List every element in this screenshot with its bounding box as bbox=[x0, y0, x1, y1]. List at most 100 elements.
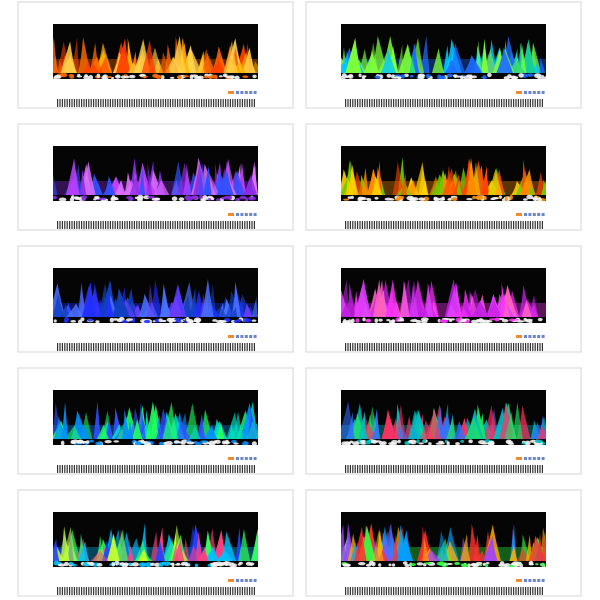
vent-slot bbox=[244, 465, 246, 473]
vent-slot bbox=[109, 221, 111, 229]
flame bbox=[215, 424, 225, 439]
vent-slot bbox=[64, 465, 66, 473]
flame bbox=[129, 173, 141, 195]
vent-slot bbox=[64, 343, 66, 351]
vent-slot bbox=[474, 221, 476, 229]
vent-slot bbox=[57, 221, 59, 229]
vent bbox=[57, 587, 255, 595]
vent-slot bbox=[126, 587, 128, 595]
vent-slot bbox=[71, 343, 73, 351]
crystal bbox=[197, 75, 204, 79]
vent-slot bbox=[491, 587, 493, 595]
crystal bbox=[537, 76, 541, 79]
indicator-dot bbox=[244, 213, 248, 216]
vent-slot bbox=[121, 99, 123, 107]
vent-slot bbox=[522, 587, 524, 595]
vent-slot bbox=[100, 465, 102, 473]
vent-slot bbox=[114, 99, 116, 107]
vent-slot bbox=[241, 587, 243, 595]
vent-slot bbox=[148, 465, 150, 473]
vent-slot bbox=[177, 99, 179, 107]
vent-slot bbox=[421, 587, 423, 595]
flame bbox=[424, 282, 434, 317]
crystal bbox=[423, 562, 432, 565]
vent-slot bbox=[83, 343, 85, 351]
vent-slot bbox=[251, 99, 253, 107]
vent-slot bbox=[208, 465, 210, 473]
vent-slot bbox=[501, 587, 503, 595]
indicator-dot bbox=[240, 579, 244, 582]
vent-slot bbox=[186, 343, 188, 351]
vent-slot bbox=[477, 99, 479, 107]
vent-slot bbox=[539, 99, 541, 107]
crystal bbox=[189, 74, 194, 79]
flame bbox=[396, 537, 414, 561]
flame bbox=[392, 161, 404, 195]
flame bbox=[141, 40, 157, 73]
vent-slot bbox=[131, 99, 133, 107]
vent-slot bbox=[378, 465, 380, 473]
crystal bbox=[367, 198, 372, 201]
vent-slot bbox=[160, 587, 162, 595]
vent-slot bbox=[237, 587, 239, 595]
vent-slot bbox=[237, 221, 239, 229]
flame bbox=[230, 306, 238, 317]
vent-slot bbox=[474, 465, 476, 473]
vent-slot bbox=[438, 99, 440, 107]
vent-slot bbox=[388, 343, 390, 351]
crystal bbox=[169, 76, 175, 79]
fireplace bbox=[17, 245, 294, 353]
vent-slot bbox=[469, 587, 471, 595]
vent-slot bbox=[460, 343, 462, 351]
vent-slot bbox=[172, 221, 174, 229]
vent-slot bbox=[505, 465, 507, 473]
vent bbox=[57, 465, 255, 473]
flame bbox=[116, 38, 131, 73]
vent-slot bbox=[85, 221, 87, 229]
vent-slot bbox=[102, 99, 104, 107]
vent-slot bbox=[445, 465, 447, 473]
flame bbox=[528, 535, 546, 561]
vent-slot bbox=[515, 465, 517, 473]
fireplace bbox=[17, 123, 294, 231]
indicator-dot bbox=[236, 457, 239, 460]
vent-slot bbox=[90, 465, 92, 473]
vent-slot bbox=[217, 343, 219, 351]
flame bbox=[420, 35, 430, 73]
vent-slot bbox=[443, 465, 445, 473]
vent-slot bbox=[239, 99, 241, 107]
flame bbox=[155, 540, 166, 561]
flame bbox=[61, 401, 69, 439]
vent-slot bbox=[527, 465, 529, 473]
vent-slot bbox=[457, 99, 459, 107]
vent-slot bbox=[246, 465, 248, 473]
vent-slot bbox=[414, 221, 416, 229]
vent-slot bbox=[515, 99, 517, 107]
crystal bbox=[529, 439, 537, 443]
crystal bbox=[388, 563, 392, 567]
crystal bbox=[245, 197, 249, 201]
vent-slot bbox=[102, 221, 104, 229]
vent-slot bbox=[436, 221, 438, 229]
vent-slot bbox=[119, 221, 121, 229]
vent-slot bbox=[486, 343, 488, 351]
vent-slot bbox=[352, 221, 354, 229]
indicator-dot bbox=[253, 91, 257, 94]
crystal bbox=[534, 439, 543, 444]
flame bbox=[389, 418, 399, 439]
vent-slot bbox=[109, 587, 111, 595]
vent-slot bbox=[424, 587, 426, 595]
vent-slot bbox=[381, 343, 383, 351]
crystal bbox=[433, 197, 440, 201]
vent-slot bbox=[184, 465, 186, 473]
flame bbox=[66, 303, 84, 317]
vent-slot bbox=[357, 587, 359, 595]
vent-slot bbox=[155, 221, 157, 229]
vent-slot bbox=[196, 99, 198, 107]
vent-slot bbox=[88, 465, 90, 473]
vent-slot bbox=[172, 465, 174, 473]
vent-slot bbox=[448, 99, 450, 107]
indicator-dot bbox=[249, 213, 253, 216]
vent-slot bbox=[436, 465, 438, 473]
flame bbox=[196, 58, 205, 73]
